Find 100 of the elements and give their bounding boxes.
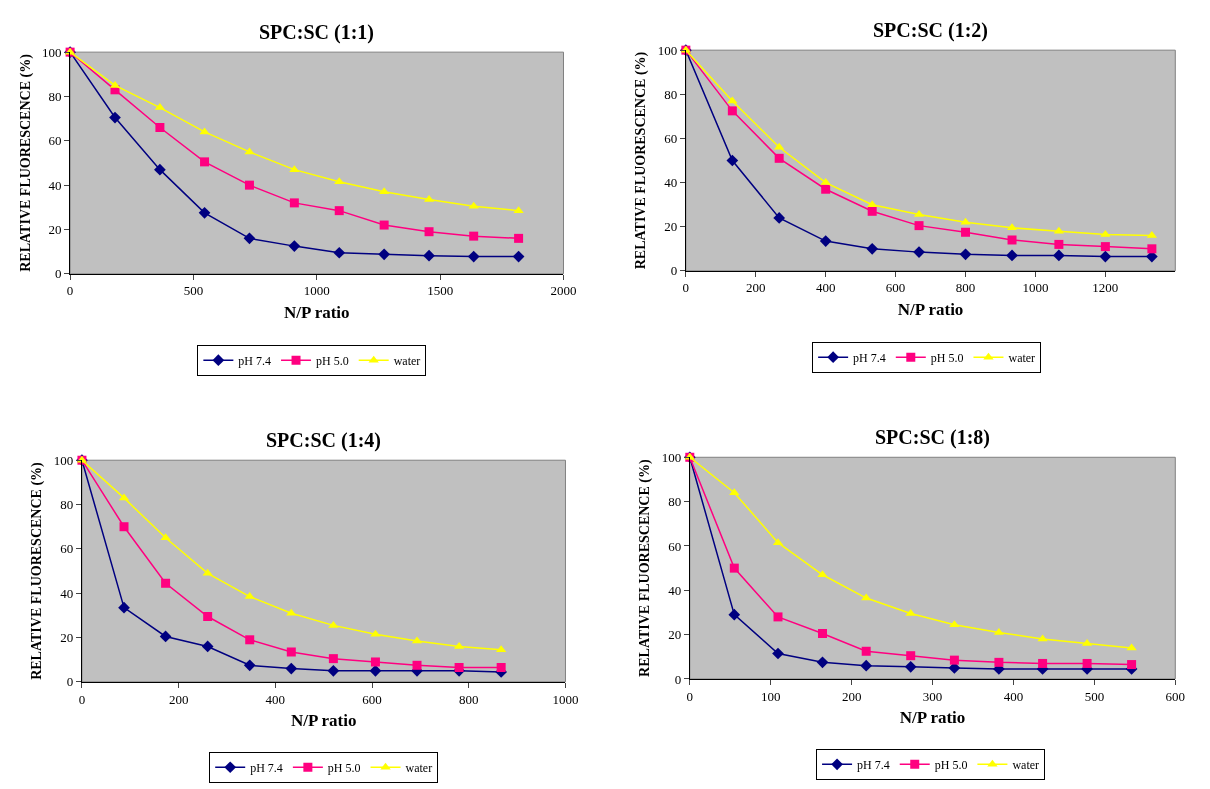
x-tick-label: 2000 <box>550 283 577 299</box>
point <box>160 533 171 541</box>
x-tick-label: 400 <box>265 691 286 707</box>
y-tick-label: 20 <box>60 630 74 646</box>
point <box>109 111 121 124</box>
legend-label: pH 7.4 <box>853 350 886 365</box>
point <box>328 620 339 628</box>
y-tick-label: 60 <box>60 541 74 557</box>
point <box>370 629 381 637</box>
y-tick-label: 100 <box>661 449 682 465</box>
point <box>327 664 340 677</box>
point <box>774 153 784 163</box>
legend-label: water <box>1012 758 1040 772</box>
legend-label: pH 5.0 <box>930 350 964 365</box>
x-axis-title: N/P ratio <box>899 707 966 727</box>
point <box>514 233 524 243</box>
point <box>424 227 434 237</box>
x-tick-label: 300 <box>922 688 943 704</box>
point <box>960 217 971 225</box>
point <box>1082 658 1092 668</box>
point <box>727 96 738 104</box>
point <box>961 227 971 237</box>
point <box>328 654 338 664</box>
point <box>201 640 214 653</box>
point <box>288 240 301 252</box>
y-axis-title: RELATIVE FLUORESCENCE (%) <box>29 461 46 680</box>
point <box>161 578 171 588</box>
x-tick-label: 600 <box>362 691 382 707</box>
legend-label: pH 7.4 <box>238 353 272 368</box>
chart-title: SPC:SC (1:2) <box>873 19 988 42</box>
point <box>1053 249 1065 262</box>
y-tick-label: 0 <box>55 266 62 282</box>
point <box>118 601 130 614</box>
point <box>199 127 210 135</box>
x-tick-label: 800 <box>459 691 479 707</box>
point <box>245 635 255 645</box>
legend-label: pH 5.0 <box>327 760 361 775</box>
point <box>198 207 211 219</box>
x-tick-label: 1500 <box>427 283 454 299</box>
y-tick-label: 40 <box>60 585 74 601</box>
point <box>285 662 298 675</box>
legend-label: water <box>393 353 421 368</box>
point <box>159 630 172 643</box>
point <box>773 612 783 622</box>
point <box>244 147 255 155</box>
legend-label: water <box>1008 350 1036 365</box>
point <box>334 177 345 185</box>
y-tick-label: 20 <box>668 627 682 643</box>
point <box>155 123 165 133</box>
x-tick-label: 500 <box>1084 688 1105 704</box>
point <box>1100 229 1111 237</box>
chart-title: SPC:SC (1:1) <box>259 21 374 44</box>
point <box>1100 242 1110 252</box>
point <box>378 248 390 261</box>
y-tick-label: 20 <box>664 219 678 235</box>
point <box>1007 235 1017 245</box>
y-tick-label: 0 <box>670 263 678 279</box>
point <box>200 157 210 167</box>
y-tick-label: 60 <box>664 131 678 146</box>
point <box>334 206 344 216</box>
legend-label: pH 5.0 <box>934 758 968 772</box>
x-tick-label: 200 <box>746 280 766 296</box>
y-tick-label: 100 <box>53 452 74 468</box>
x-axis-title: N/P ratio <box>897 299 964 319</box>
x-tick-label: 1000 <box>303 283 330 299</box>
y-tick-label: 100 <box>42 44 62 60</box>
point <box>496 663 506 673</box>
x-axis-title: N/P ratio <box>283 302 350 322</box>
point <box>289 198 299 208</box>
y-axis-title: RELATIVE FLUORESCENCE (%) <box>633 51 650 270</box>
point <box>1099 250 1112 263</box>
point <box>904 660 917 673</box>
point <box>244 180 254 190</box>
point <box>861 593 872 601</box>
x-tick-label: 100 <box>760 688 781 704</box>
x-tick-label: 0 <box>686 688 694 704</box>
x-tick-label: 1000 <box>552 691 579 707</box>
point <box>906 651 916 661</box>
y-tick-label: 80 <box>60 497 74 513</box>
point <box>412 660 422 670</box>
x-tick-label: 400 <box>815 280 836 296</box>
point <box>819 235 832 247</box>
x-tick-label: 600 <box>885 280 906 296</box>
point <box>286 647 296 657</box>
x-tick-label: 200 <box>168 691 189 707</box>
y-tick-label: 0 <box>66 674 74 690</box>
point <box>423 249 435 262</box>
point <box>512 250 525 263</box>
legend-label: pH 5.0 <box>316 353 349 368</box>
point <box>379 220 389 230</box>
point <box>1127 660 1137 670</box>
point <box>816 656 829 669</box>
x-tick-label: 500 <box>183 283 204 299</box>
point <box>243 232 256 245</box>
chart-title: SPC:SC (1:4) <box>266 429 381 452</box>
y-tick-label: 100 <box>657 42 678 58</box>
point <box>1006 249 1018 262</box>
y-tick-label: 20 <box>48 222 62 238</box>
point <box>994 657 1004 667</box>
point <box>867 206 877 216</box>
